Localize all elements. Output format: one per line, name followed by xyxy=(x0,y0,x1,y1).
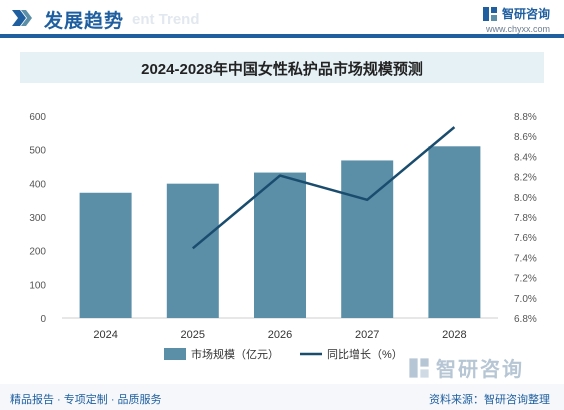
y-left-tick-label: 400 xyxy=(29,179,46,190)
y-left-tick-label: 100 xyxy=(29,280,46,291)
y-right-tick-label: 7.4% xyxy=(514,253,537,264)
y-left-tick-label: 600 xyxy=(29,112,46,123)
legend-swatch-bar xyxy=(164,348,186,360)
page-footer: 精品报告 · 专项定制 · 品质服务 资料来源：智研咨询整理 xyxy=(0,384,564,410)
y-right-tick-label: 7.6% xyxy=(514,233,537,244)
x-tick-label: 2024 xyxy=(93,329,117,341)
y-left-tick-label: 0 xyxy=(40,314,46,325)
y-left-tick-label: 200 xyxy=(29,247,46,258)
chevrons-icon xyxy=(12,10,32,26)
chart-title-band: 2024-2028年中国女性私护品市场规模预测 xyxy=(20,52,544,83)
bar-market-size xyxy=(79,192,132,318)
brand-name: 智研咨询 xyxy=(501,7,550,21)
legend-label-line: 同比增长（%） xyxy=(327,347,403,361)
x-tick-label: 2026 xyxy=(268,329,292,341)
bar-market-size xyxy=(166,183,219,318)
footer-source: 资料来源：智研咨询整理 xyxy=(429,394,550,406)
y-right-tick-label: 8.4% xyxy=(514,152,537,163)
page-header: 发展趋势 ent Trend 智研咨询 www.chyxx.com xyxy=(0,0,564,44)
market-size-chart: 0 100 200 300 400 500 600 6.8% 7.0% 7.2% 7.4% 7.6% 7… xyxy=(29,112,537,361)
chart-title: 2024-2028年中国女性私护品市场规模预测 xyxy=(141,61,423,78)
bar-market-size xyxy=(254,172,306,318)
brand-watermark-name: 智研咨询 xyxy=(436,359,524,381)
y-right-tick-label: 8.0% xyxy=(514,193,537,204)
legend-label-bar: 市场规模（亿元） xyxy=(191,347,279,361)
y-right-tick-label: 8.6% xyxy=(514,132,537,143)
header-divider xyxy=(0,34,564,38)
brand-url: www.chyxx.com xyxy=(485,24,550,34)
brand-watermark: 智研咨询 xyxy=(408,353,524,382)
section-subtitle-watermark: ent Trend xyxy=(132,11,200,28)
brand-block: 智研咨询 www.chyxx.com xyxy=(482,5,550,34)
footer-tagline: 精品报告 · 专项定制 · 品质服务 xyxy=(10,394,162,406)
bar-market-size xyxy=(428,146,481,318)
line-growth-rate xyxy=(191,126,456,250)
y-left-tick-label: 300 xyxy=(29,213,46,224)
y-right-tick-label: 8.8% xyxy=(514,112,537,123)
y-right-tick-label: 7.8% xyxy=(514,213,537,224)
y-right-tick-label: 8.2% xyxy=(514,173,537,184)
y-right-tick-label: 7.2% xyxy=(514,274,537,285)
y-right-tick-label: 7.0% xyxy=(514,294,537,305)
y-right-tick-label: 6.8% xyxy=(514,314,537,325)
x-tick-label: 2027 xyxy=(355,329,379,341)
brand-logo-icon xyxy=(482,6,497,21)
x-tick-label: 2028 xyxy=(442,329,466,341)
section-title: 发展趋势 xyxy=(44,11,125,32)
x-tick-label: 2025 xyxy=(181,329,205,341)
brand-watermark-icon xyxy=(409,357,429,378)
y-left-tick-label: 500 xyxy=(29,146,46,157)
